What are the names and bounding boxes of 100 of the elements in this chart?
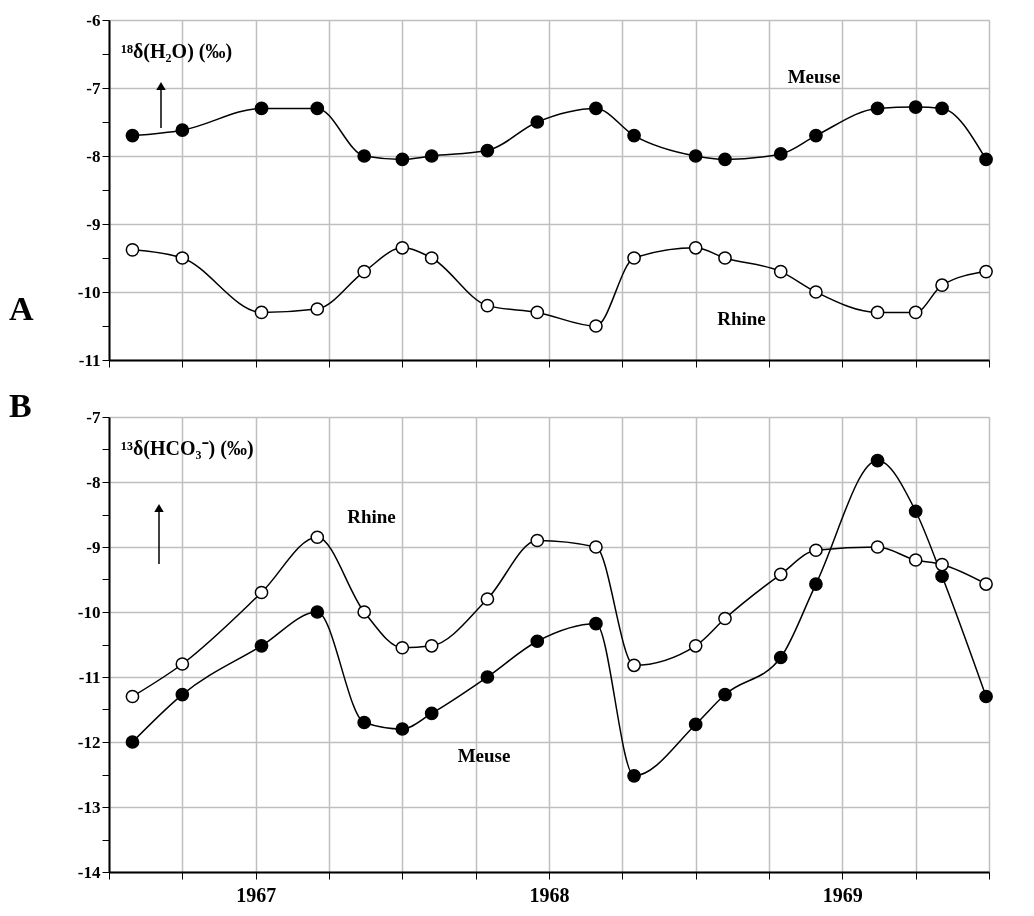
point — [310, 605, 325, 619]
point — [870, 101, 885, 116]
point — [688, 240, 703, 255]
point — [395, 640, 410, 655]
y-tick-label: -14 — [77, 862, 101, 882]
point — [809, 543, 823, 558]
point — [175, 123, 190, 138]
point — [254, 638, 269, 653]
point — [935, 278, 949, 293]
point — [175, 657, 190, 671]
point — [627, 251, 641, 265]
y-tick-label: -11 — [78, 667, 101, 687]
point — [979, 577, 993, 591]
point — [979, 152, 993, 167]
point — [480, 143, 495, 158]
point — [254, 585, 269, 600]
point — [870, 305, 885, 320]
point — [254, 101, 269, 116]
point — [908, 504, 923, 519]
point — [688, 717, 703, 732]
point — [175, 687, 190, 702]
point — [125, 735, 140, 749]
point — [809, 128, 823, 143]
point — [254, 305, 269, 320]
point — [530, 305, 545, 320]
point — [395, 722, 410, 736]
point — [125, 689, 140, 704]
text: B — [9, 387, 32, 424]
point — [589, 540, 603, 554]
point — [908, 100, 923, 114]
x-tick-label: 1969 — [822, 883, 863, 906]
point — [688, 149, 703, 163]
point — [935, 569, 949, 584]
y-tick-label: -7 — [86, 78, 101, 98]
series-label: Rhine — [717, 308, 766, 329]
point — [809, 285, 823, 299]
point — [627, 658, 641, 673]
point — [480, 670, 495, 684]
point — [979, 264, 993, 279]
point — [718, 687, 732, 702]
point — [589, 319, 603, 333]
point — [424, 251, 439, 265]
point — [395, 240, 410, 255]
y-axis-title: ¹⁸δ(H₂O) (‰) — [121, 40, 233, 63]
point — [935, 557, 949, 572]
series-label: Meuse — [457, 745, 511, 766]
y-axis-title: ¹³δ(HCO₃⁻) (‰) — [121, 437, 254, 460]
point — [589, 101, 603, 116]
y-tick-label: -6 — [86, 10, 101, 30]
point — [357, 264, 372, 279]
point — [310, 530, 325, 545]
point — [310, 101, 325, 116]
y-tick-label: -7 — [86, 407, 101, 427]
point — [809, 577, 823, 591]
x-tick-label: 1968 — [529, 883, 570, 906]
point — [175, 251, 190, 265]
y-tick-label: -11 — [78, 350, 101, 370]
point — [718, 152, 732, 167]
x-tick-label: 1967 — [236, 883, 277, 906]
point — [424, 638, 439, 653]
series-label: Rhine — [347, 506, 396, 527]
point — [718, 611, 732, 626]
point — [310, 302, 325, 316]
point — [589, 616, 603, 631]
point — [530, 533, 545, 548]
point — [935, 101, 949, 116]
y-tick-label: -8 — [86, 146, 101, 166]
point — [480, 592, 495, 606]
y-tick-label: -8 — [86, 472, 101, 492]
point — [357, 149, 372, 163]
y-tick-label: -10 — [77, 282, 101, 302]
y-tick-label: -13 — [77, 797, 101, 817]
y-tick-label: -9 — [86, 537, 101, 557]
point — [125, 242, 140, 257]
point — [424, 149, 439, 163]
point — [530, 634, 545, 649]
point — [718, 251, 732, 265]
point — [773, 567, 788, 582]
series-label: Meuse — [787, 66, 841, 87]
point — [480, 298, 495, 313]
point — [395, 152, 410, 167]
y-tick-label: -10 — [77, 602, 101, 622]
point — [627, 128, 641, 143]
point — [979, 689, 993, 704]
point — [870, 540, 885, 554]
point — [357, 715, 372, 730]
point — [424, 706, 439, 721]
point — [773, 147, 788, 161]
text: A — [9, 290, 34, 327]
y-tick-label: -9 — [86, 214, 101, 234]
point — [870, 453, 885, 468]
point — [530, 115, 545, 129]
point — [125, 128, 140, 143]
point — [908, 305, 923, 320]
point — [627, 768, 641, 783]
point — [688, 638, 703, 653]
point — [908, 553, 923, 567]
point — [357, 605, 372, 619]
point — [773, 650, 788, 665]
y-tick-label: -12 — [77, 732, 101, 752]
